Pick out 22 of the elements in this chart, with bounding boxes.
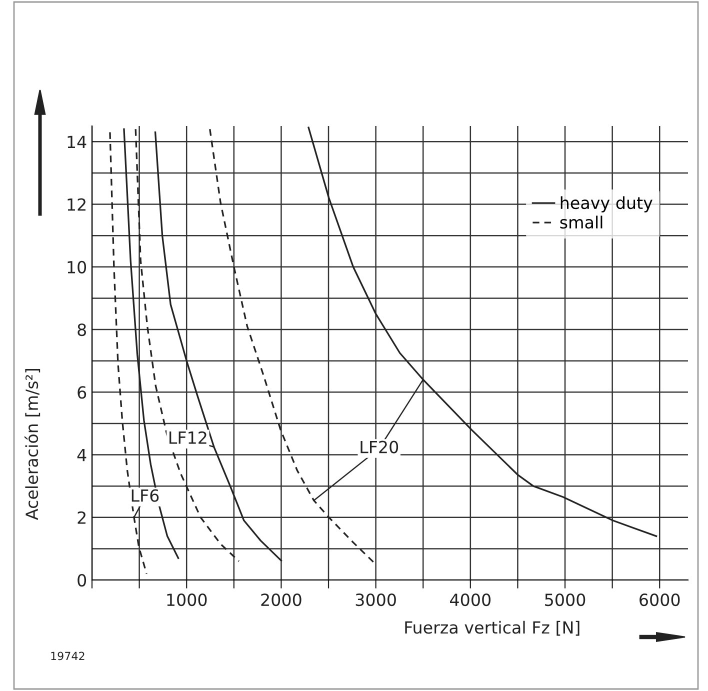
legend-label: heavy duty bbox=[560, 196, 652, 212]
x-tick-label: 3000 bbox=[356, 593, 396, 606]
text: 19742 bbox=[51, 652, 84, 660]
y-tick-label: 12 bbox=[68, 198, 86, 211]
x-axis-title: Fuerza vertical Fz [N] bbox=[405, 620, 580, 636]
legend-label: small bbox=[560, 216, 602, 229]
y-tick-label: 2 bbox=[78, 511, 86, 524]
y-tick-label: 8 bbox=[78, 323, 86, 336]
annotation: LF12 bbox=[170, 431, 206, 444]
x-tick-label: 4000 bbox=[450, 593, 491, 606]
annotation: LF6 bbox=[132, 489, 159, 502]
x-tick-label: 1000 bbox=[167, 593, 207, 606]
y-tick-label: 6 bbox=[78, 386, 86, 399]
x-tick-label: 2000 bbox=[261, 593, 302, 606]
y-tick-label: 4 bbox=[77, 448, 86, 462]
annotation: LF20 bbox=[360, 440, 398, 454]
y-tick-label: 0 bbox=[78, 574, 86, 587]
x-tick-label: 6000 bbox=[640, 593, 680, 606]
x-tick-label: 5000 bbox=[545, 593, 586, 606]
y-tick-label: 14 bbox=[68, 136, 86, 148]
y-axis-title: Aceleración [m/s²] bbox=[24, 368, 40, 520]
y-tick-label: 10 bbox=[68, 260, 86, 274]
